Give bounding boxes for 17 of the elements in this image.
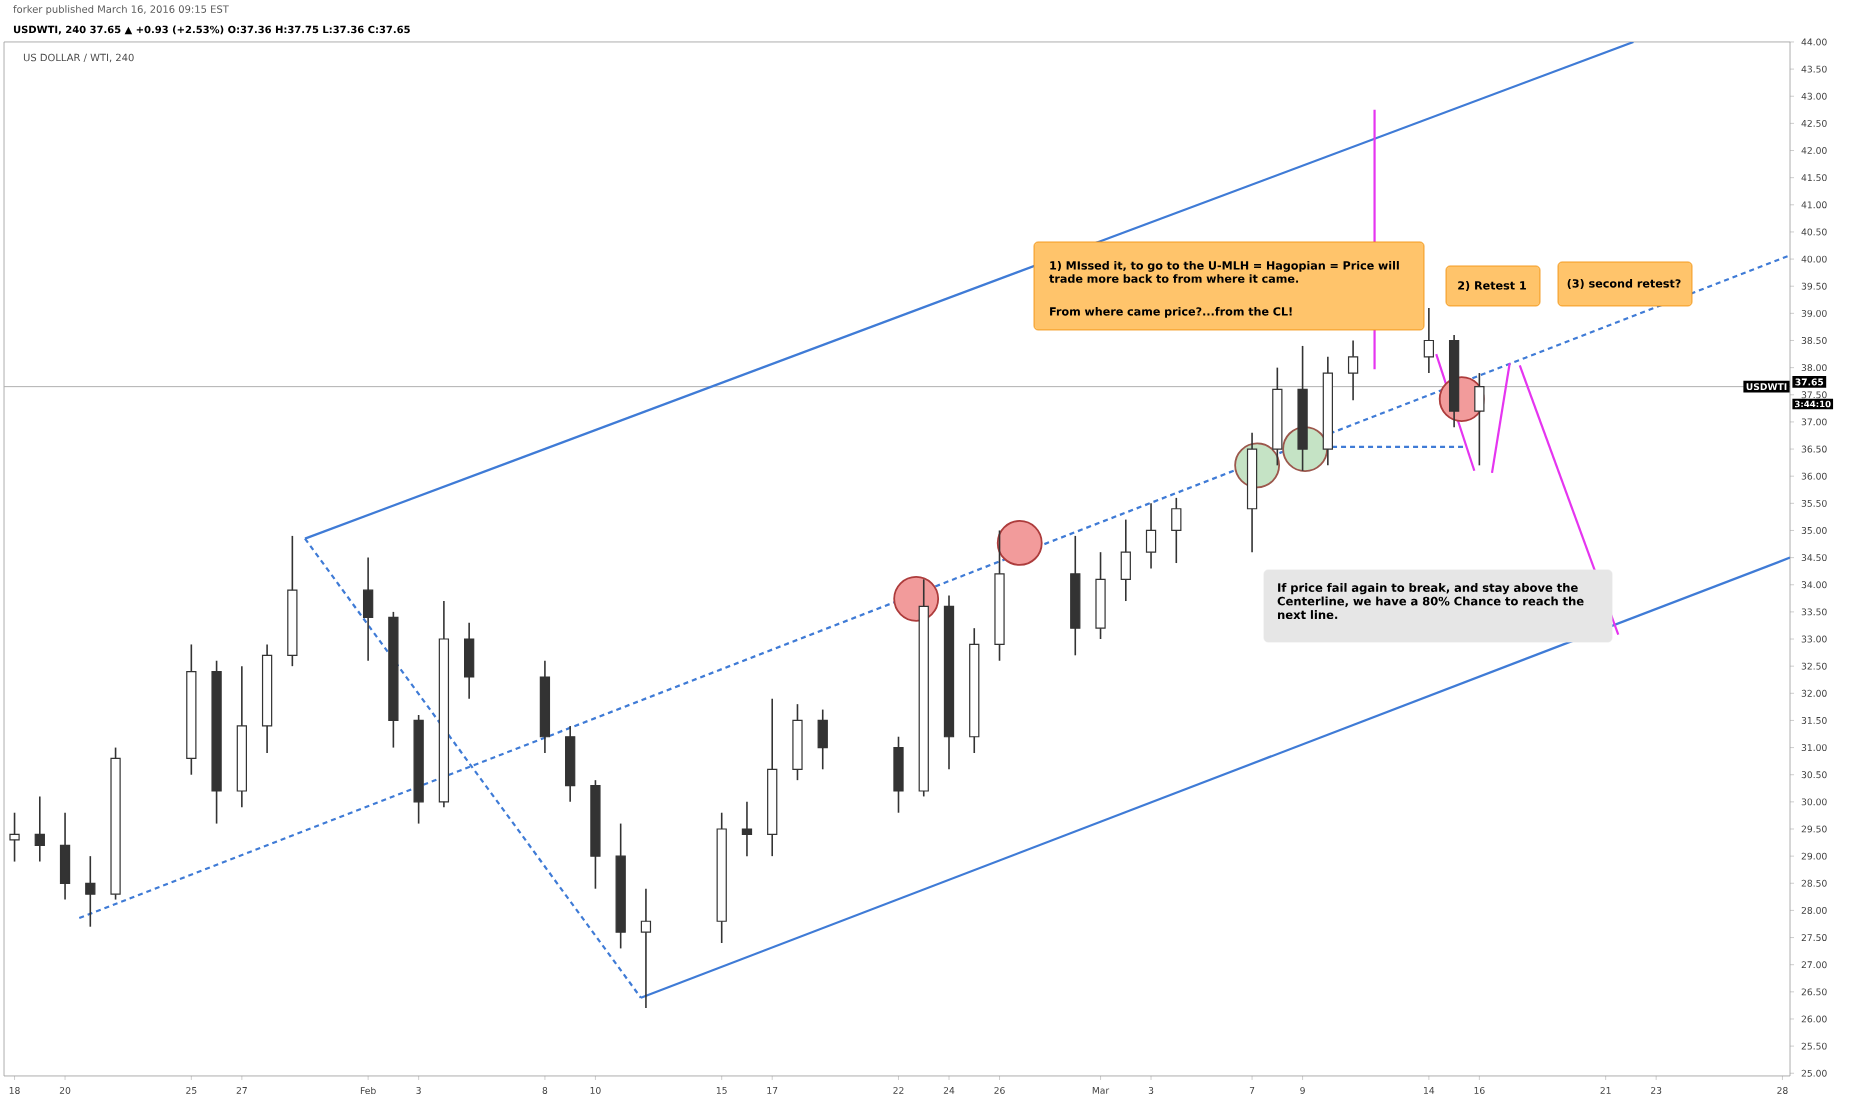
candlestick [85,855,96,928]
candlestick [1474,372,1485,467]
candlestick [817,708,828,771]
candlestick [1145,502,1157,570]
candlestick [1347,339,1359,401]
candlestick [362,556,374,662]
candlestick [9,811,20,863]
candlestick [1423,307,1435,374]
candlestick [1171,497,1182,564]
candlestick [59,811,71,901]
candlestick [640,887,652,1009]
candlestick [464,621,475,700]
candlestick [741,801,753,857]
candlestick [34,795,45,863]
point [996,520,1043,566]
candlestick [1120,518,1131,602]
candlestick [893,735,904,814]
